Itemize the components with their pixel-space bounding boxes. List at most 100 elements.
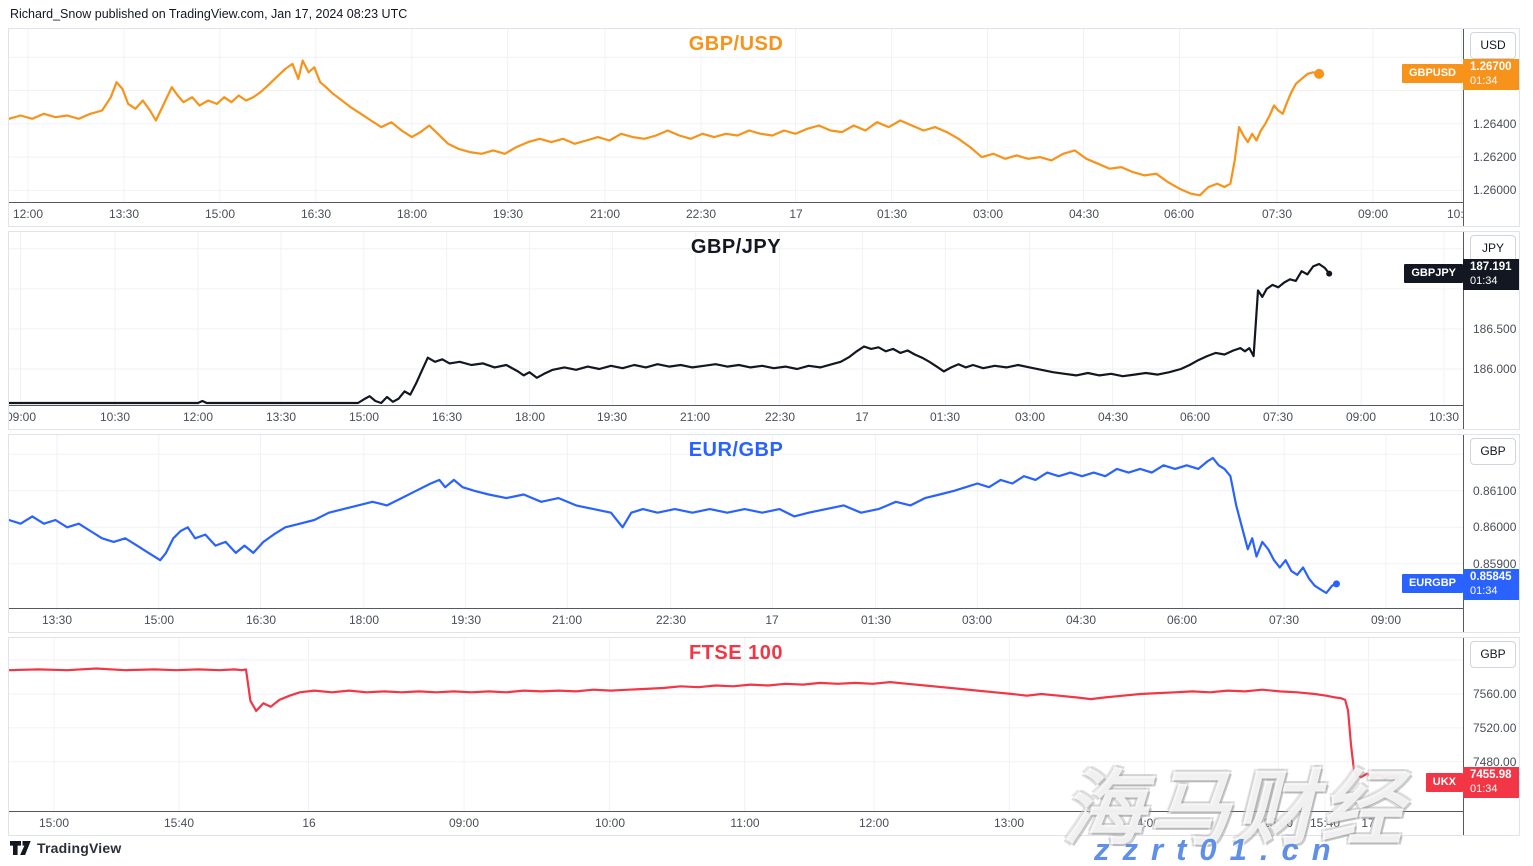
eurgbp-symbol-tag: EURGBP bbox=[1401, 574, 1463, 593]
time-axis-label: 17 bbox=[855, 410, 869, 424]
time-axis-label: 13:00 bbox=[993, 816, 1025, 830]
tradingview-brand-text: TradingView bbox=[37, 840, 122, 856]
time-axis-label: 04:30 bbox=[1097, 410, 1129, 424]
gbpusd-panel: GBP/USD USD 1.26400 1.26200 1.26000 GBPUSD… bbox=[8, 28, 1520, 227]
eurgbp-time-axis[interactable]: 13:30 15:00 16:30 18:00 19:30 21:00 22:30 17 01:… bbox=[9, 610, 1463, 631]
time-axis-line bbox=[9, 405, 1519, 406]
ftse100-currency-button[interactable]: GBP bbox=[1470, 641, 1516, 668]
eurgbp-plot-area[interactable] bbox=[9, 435, 1463, 608]
gbpusd-time-axis[interactable]: 12:00 13:30 15:00 16:30 18:00 19:30 21:00 22:30… bbox=[9, 204, 1463, 225]
time-axis-label: 15:00 bbox=[38, 816, 70, 830]
gbpjpy-last-price-dot bbox=[1326, 270, 1333, 277]
time-axis-label: 21:00 bbox=[551, 613, 583, 627]
time-axis-label: 18:00 bbox=[396, 207, 428, 221]
time-axis-label: 16 bbox=[302, 816, 316, 830]
time-axis-label: 09:00 bbox=[9, 410, 37, 424]
time-axis-label: 09:00 bbox=[448, 816, 480, 830]
price-axis-label: 1.26000 bbox=[1473, 183, 1517, 197]
time-axis-label: 01:30 bbox=[860, 613, 892, 627]
gbpusd-symbol-tag: GBPUSD bbox=[1401, 64, 1463, 83]
time-axis-label: 13:30 bbox=[41, 613, 73, 627]
price-axis-label: 0.86000 bbox=[1473, 520, 1517, 534]
tradingview-logo-icon bbox=[10, 841, 31, 855]
time-axis-label: 07:30 bbox=[1262, 410, 1294, 424]
gbpusd-plot-area[interactable] bbox=[9, 29, 1463, 202]
eurgbp-last-price-tag: 0.85845 01:34 bbox=[1463, 569, 1519, 600]
time-axis-label: 09:00 bbox=[1370, 613, 1402, 627]
ftse100-price-axis[interactable]: GBP 7560.00 7520.00 7480.00 bbox=[1463, 638, 1519, 835]
time-axis-label: 19:30 bbox=[596, 410, 628, 424]
price-axis-label: 186.000 bbox=[1473, 362, 1517, 376]
time-axis-label: 03:00 bbox=[1014, 410, 1046, 424]
eurgbp-last-price-dot bbox=[1333, 580, 1340, 588]
time-axis-label: 14:00 bbox=[1129, 816, 1161, 830]
time-axis-label: 10:30 bbox=[1428, 410, 1460, 424]
gbpusd-currency-button[interactable]: USD bbox=[1470, 32, 1516, 59]
time-axis-label: 15:00 bbox=[348, 410, 380, 424]
ftse100-chart-title: FTSE 100 bbox=[688, 642, 784, 664]
eurgbp-currency-button[interactable]: GBP bbox=[1470, 438, 1516, 465]
time-axis-label: 12:00 bbox=[858, 816, 890, 830]
eurgbp-price-line bbox=[9, 456, 1338, 595]
time-axis-label: 13:30 bbox=[108, 207, 140, 221]
time-axis-label: 16:30 bbox=[431, 410, 463, 424]
gbpjpy-time-axis[interactable]: 09:00 10:30 12:00 13:30 15:00 16:30 18:00 19:30… bbox=[9, 407, 1463, 428]
gbpjpy-last-price-tag: 187.191 01:34 bbox=[1463, 259, 1519, 290]
time-axis-label: 17 bbox=[789, 207, 803, 221]
time-axis-label: 17 bbox=[1361, 816, 1375, 830]
eurgbp-chart-title: EUR/GBP bbox=[688, 439, 784, 461]
time-axis-label: 04:30 bbox=[1065, 613, 1097, 627]
time-axis-label: 10:00 bbox=[594, 816, 626, 830]
ftse100-time-axis[interactable]: 15:00 15:40 16 09:00 10:00 11:00 12:00 13:00 14:… bbox=[9, 813, 1463, 834]
time-axis-label: 19:30 bbox=[492, 207, 524, 221]
gbpjpy-panel: GBP/JPY JPY 186.500 186.000 GBPJPY 187.19… bbox=[8, 231, 1520, 430]
time-axis-label: 22:30 bbox=[655, 613, 687, 627]
time-axis-label: 15:00 bbox=[204, 207, 236, 221]
price-axis-label: 0.86100 bbox=[1473, 484, 1517, 498]
time-axis-label: 21:00 bbox=[679, 410, 711, 424]
gbpjpy-plot-area[interactable] bbox=[9, 232, 1463, 405]
time-axis-label: 18:00 bbox=[348, 613, 380, 627]
time-axis-label: 16:30 bbox=[245, 613, 277, 627]
time-axis-label: 15:40 bbox=[1309, 816, 1341, 830]
price-axis-label: 0.85900 bbox=[1473, 557, 1517, 571]
price-axis-label: 7560.00 bbox=[1473, 687, 1517, 701]
ftse100-plot-area[interactable] bbox=[9, 638, 1463, 811]
gbpusd-last-price-tag: 1.26700 01:34 bbox=[1463, 59, 1519, 90]
time-axis-label: 03:00 bbox=[961, 613, 993, 627]
eurgbp-price-axis[interactable]: GBP 0.86100 0.86000 0.85900 bbox=[1463, 435, 1519, 632]
time-axis-label: 18:00 bbox=[514, 410, 546, 424]
time-axis-line bbox=[9, 811, 1519, 812]
time-axis-label: 06:00 bbox=[1179, 410, 1211, 424]
eurgbp-panel: EUR/GBP GBP 0.86100 0.86000 0.85900 EURGBP… bbox=[8, 434, 1520, 633]
time-axis-label: 19:30 bbox=[450, 613, 482, 627]
time-axis-line bbox=[9, 608, 1519, 609]
time-axis-label: 07:30 bbox=[1268, 613, 1300, 627]
gbpjpy-symbol-tag: GBPJPY bbox=[1404, 264, 1463, 283]
time-axis-label: 22:30 bbox=[685, 207, 717, 221]
time-axis-label: 12:00 bbox=[12, 207, 44, 221]
time-axis-label: 09:00 bbox=[1345, 410, 1377, 424]
ftse100-symbol-tag: UKX bbox=[1425, 773, 1463, 792]
price-axis-label: 1.26200 bbox=[1473, 150, 1517, 164]
time-axis-label: 15:40 bbox=[163, 816, 195, 830]
ftse100-last-price-dot bbox=[1392, 774, 1400, 782]
gbpjpy-currency-button[interactable]: JPY bbox=[1470, 235, 1516, 262]
time-axis-label: 12:00 bbox=[182, 410, 214, 424]
time-axis-label: 17 bbox=[765, 613, 779, 627]
gbpjpy-chart-title: GBP/JPY bbox=[690, 236, 782, 258]
gbpusd-chart-title: GBP/USD bbox=[688, 33, 784, 55]
price-axis-label: 186.500 bbox=[1473, 322, 1517, 336]
attribution-text: Richard_Snow published on TradingView.co… bbox=[10, 7, 408, 21]
time-axis-label: 03:00 bbox=[972, 207, 1004, 221]
tradingview-footer-link[interactable]: TradingView bbox=[10, 840, 121, 856]
time-axis-line bbox=[9, 202, 1519, 203]
ftse100-last-price-tag: 7455.98 01:34 bbox=[1463, 767, 1519, 798]
time-axis-label: 15:00 bbox=[143, 613, 175, 627]
gbpjpy-price-line bbox=[9, 262, 1331, 405]
gbpusd-last-price-dot bbox=[1314, 68, 1325, 79]
time-axis-label: 21:00 bbox=[589, 207, 621, 221]
time-axis-label: 01:30 bbox=[929, 410, 961, 424]
gbpusd-price-line bbox=[9, 59, 1321, 197]
